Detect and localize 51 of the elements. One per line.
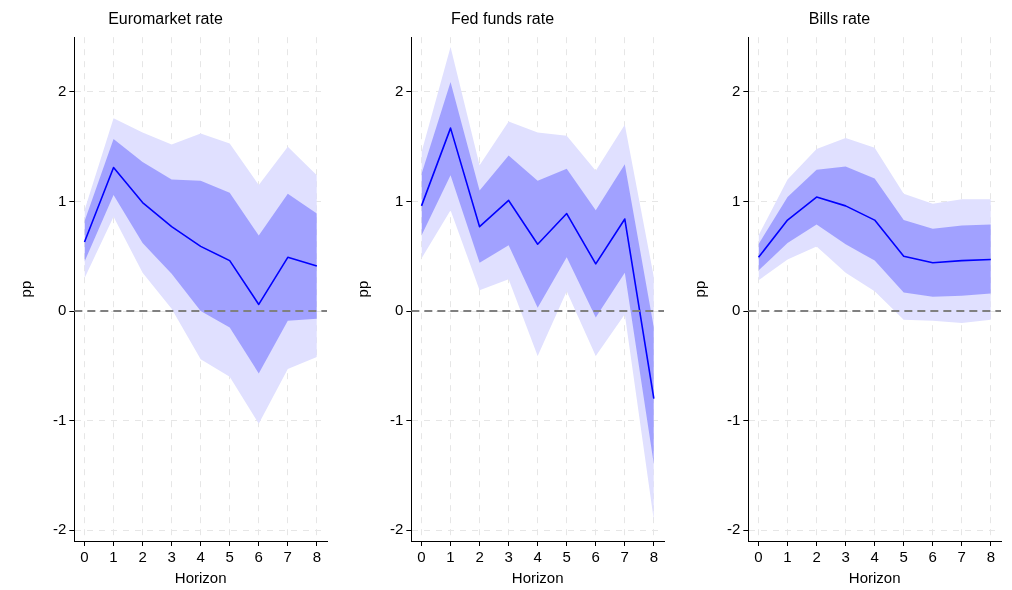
x-tick-label: 8 [986,548,996,566]
y-tick-label: 2 [57,82,67,100]
y-axis-title: pp [691,280,709,298]
y-tick-label: 1 [394,191,404,209]
x-tick-label: 1 [446,548,455,566]
x-axis-title: Horizon [848,569,901,587]
y-tick-label: -1 [726,410,741,428]
chart-title: Euromarket rate [108,10,223,28]
x-tick-label: 3 [167,548,176,566]
x-tick-label: 6 [254,548,263,566]
y-tick-label: 0 [57,301,67,319]
x-axis-title: Horizon [174,569,227,587]
x-tick-label: 5 [562,548,571,566]
chart-title: Bills rate [808,10,871,28]
y-axis-title: pp [17,280,35,298]
x-tick-label: 3 [504,548,513,566]
x-tick-label: 8 [312,548,322,566]
y-tick-label: -1 [389,410,404,428]
x-tick-label: 2 [812,548,821,566]
x-tick-label: 5 [899,548,908,566]
y-tick-label: -1 [52,410,67,428]
x-tick-label: 0 [80,548,89,566]
y-axis-title: pp [354,280,372,298]
y-tick-label: -2 [389,520,404,538]
y-tick-label: -2 [726,520,741,538]
chart-title: Fed funds rate [450,10,555,28]
y-tick-label: 0 [394,301,404,319]
y-tick-label: 1 [731,191,741,209]
x-tick-label: 6 [928,548,937,566]
x-tick-label: 7 [283,548,292,566]
x-tick-label: 2 [475,548,484,566]
y-tick-label: 2 [731,82,741,100]
y-tick-label: 2 [394,82,404,100]
y-tick-label: -2 [52,520,67,538]
x-tick-label: 4 [533,548,542,566]
x-tick-label: 5 [225,548,234,566]
x-tick-label: 1 [109,548,118,566]
x-tick-label: 4 [196,548,205,566]
x-tick-label: 7 [620,548,629,566]
x-tick-label: 8 [649,548,659,566]
x-tick-label: 4 [870,548,879,566]
x-tick-label: 2 [138,548,147,566]
y-tick-label: 1 [57,191,67,209]
y-tick-label: 0 [731,301,741,319]
x-tick-label: 0 [417,548,426,566]
x-axis-title: Horizon [511,569,564,587]
x-tick-label: 0 [754,548,763,566]
x-tick-label: 1 [783,548,792,566]
x-tick-label: 7 [957,548,966,566]
x-tick-label: 6 [591,548,600,566]
x-tick-label: 3 [841,548,850,566]
